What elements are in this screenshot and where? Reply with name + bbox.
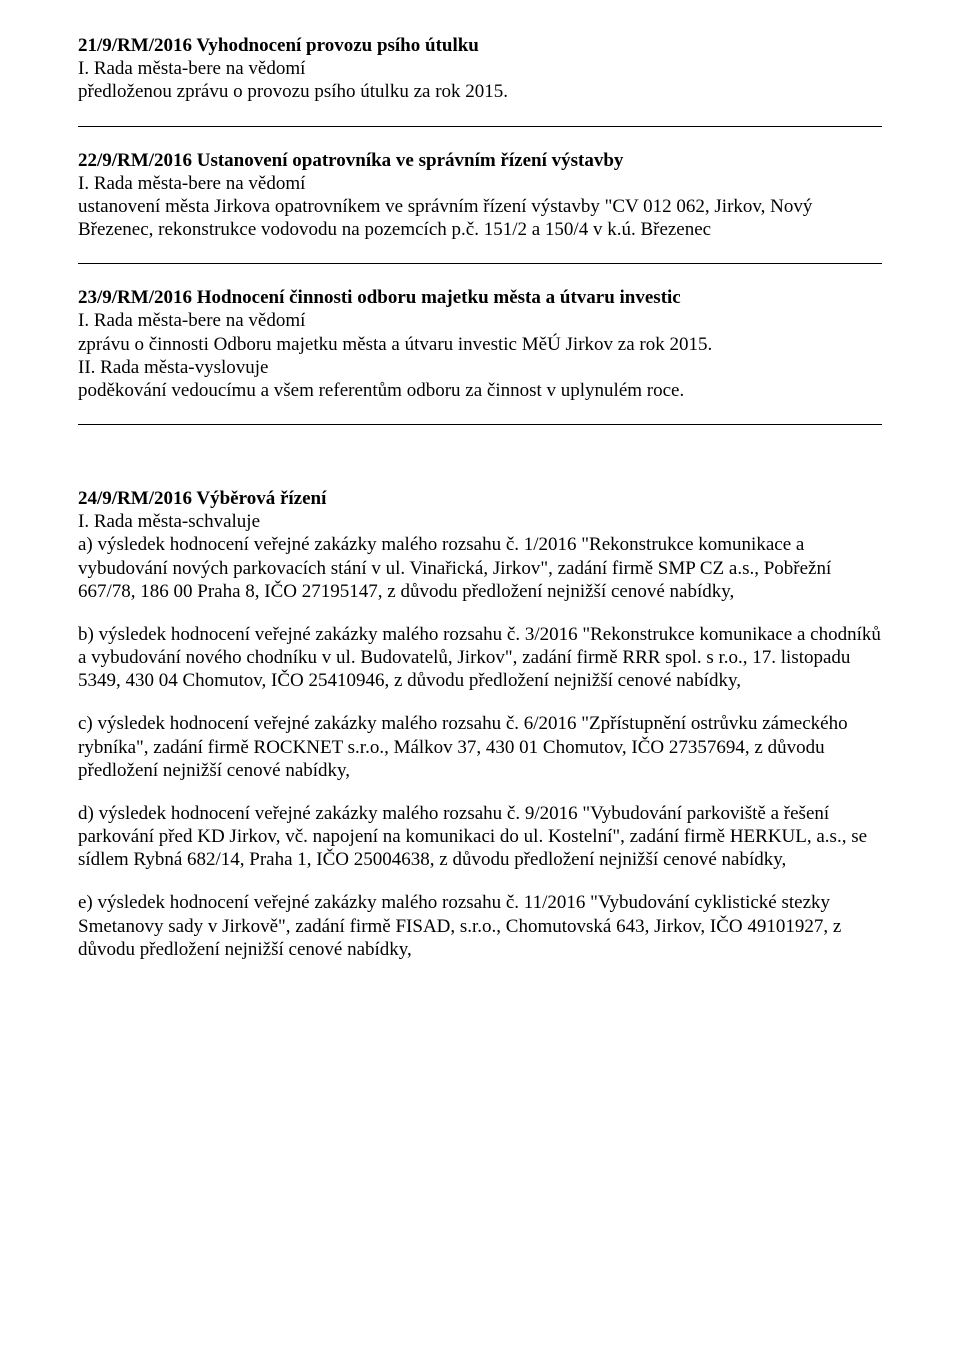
section-24-c: c) výsledek hodnocení veřejné zakázky ma… (78, 712, 882, 782)
section-23: 23/9/RM/2016 Hodnocení činnosti odboru m… (78, 286, 882, 402)
section-22-line2: ustanovení města Jirkova opatrovníkem ve… (78, 195, 882, 241)
section-22-heading: 22/9/RM/2016 Ustanovení opatrovníka ve s… (78, 149, 882, 172)
spacer (78, 603, 882, 623)
section-23-line3: II. Rada města-vyslovuje (78, 356, 882, 379)
section-24-b: b) výsledek hodnocení veřejné zakázky ma… (78, 623, 882, 693)
section-24-heading: 24/9/RM/2016 Výběrová řízení (78, 487, 882, 510)
section-22: 22/9/RM/2016 Ustanovení opatrovníka ve s… (78, 149, 882, 242)
section-24-a: a) výsledek hodnocení veřejné zakázky ma… (78, 533, 882, 603)
divider (78, 263, 882, 264)
spacer (78, 692, 882, 712)
section-23-line4: poděkování vedoucímu a všem referentům o… (78, 379, 882, 402)
section-23-line1: I. Rada města-bere na vědomí (78, 309, 882, 332)
section-22-line1: I. Rada města-bere na vědomí (78, 172, 882, 195)
section-21-line1: I. Rada města-bere na vědomí (78, 57, 882, 80)
section-24-d: d) výsledek hodnocení veřejné zakázky ma… (78, 802, 882, 872)
section-21-heading: 21/9/RM/2016 Vyhodnocení provozu psího ú… (78, 34, 882, 57)
section-24: 24/9/RM/2016 Výběrová řízení I. Rada měs… (78, 487, 882, 961)
spacer (78, 871, 882, 891)
section-21-line2: předloženou zprávu o provozu psího útulk… (78, 80, 882, 103)
section-24-intro: I. Rada města-schvaluje (78, 510, 882, 533)
section-21: 21/9/RM/2016 Vyhodnocení provozu psího ú… (78, 34, 882, 104)
spacer (78, 447, 882, 487)
divider (78, 126, 882, 127)
spacer (78, 782, 882, 802)
divider (78, 424, 882, 425)
section-24-e: e) výsledek hodnocení veřejné zakázky ma… (78, 891, 882, 961)
section-23-heading: 23/9/RM/2016 Hodnocení činnosti odboru m… (78, 286, 882, 309)
section-23-line2: zprávu o činnosti Odboru majetku města a… (78, 333, 882, 356)
